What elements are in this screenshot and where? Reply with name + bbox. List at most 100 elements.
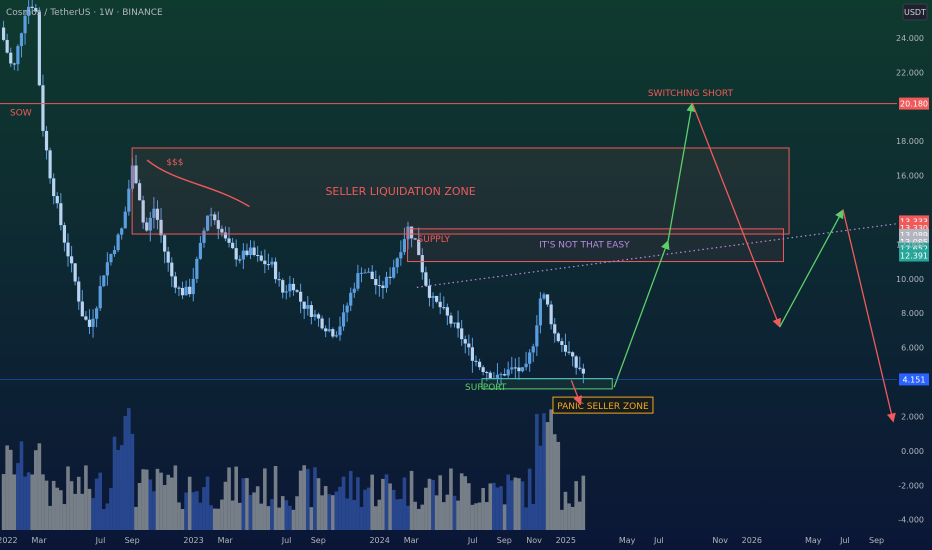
candle-body: [295, 290, 299, 292]
volume-bar: [51, 480, 56, 530]
candle-body: [442, 307, 446, 309]
volume-bar: [477, 502, 482, 530]
time-tick-label: Nov: [712, 536, 728, 545]
candle-body: [69, 256, 74, 264]
volume-bar: [195, 491, 199, 530]
candle-body: [481, 367, 485, 373]
volume-bar: [37, 443, 42, 530]
projection-arrow: [842, 209, 896, 423]
candle-body: [1, 27, 6, 40]
zone-seller-liquidation-zone: [131, 147, 790, 235]
candle-body: [16, 46, 20, 65]
candle-body: [256, 255, 260, 257]
candle-body: [291, 283, 296, 291]
candle-body: [41, 85, 45, 131]
time-tick-label: Jul: [467, 536, 478, 545]
volume-bar: [467, 483, 471, 530]
volume-bar: [263, 468, 267, 530]
volume-bar: [180, 509, 185, 530]
candle-body: [363, 272, 367, 274]
candle-body: [553, 324, 557, 334]
candle-body: [277, 279, 281, 281]
candle-body: [220, 228, 224, 233]
projection-arrow: [667, 102, 696, 242]
volume-bar: [384, 474, 389, 530]
time-tick-label: Sep: [311, 536, 326, 545]
candle-body: [388, 276, 392, 278]
candle-body: [5, 39, 9, 53]
candle-body: [445, 307, 449, 316]
candle-body: [173, 276, 177, 288]
candle-body: [384, 276, 389, 288]
candle-body: [324, 328, 328, 332]
annotation-label: IT'S NOT THAT EASY: [539, 240, 630, 250]
candle-body: [288, 283, 292, 292]
candle-body: [109, 254, 113, 263]
currency-badge[interactable]: USDT: [902, 3, 928, 21]
volume-bar: [556, 441, 561, 530]
price-tick-label: 24.000: [896, 34, 924, 43]
dollar-curve: [146, 159, 250, 208]
volume-bar: [76, 476, 81, 530]
volume-bar: [352, 499, 357, 530]
volume-bar: [26, 472, 31, 530]
volume-bar: [356, 477, 360, 530]
volume-bar: [502, 504, 507, 530]
volume-bar: [59, 490, 63, 530]
axes: 24.000 22.000 18.000 16.000 12.000 10.000 8.00…: [0, 34, 924, 545]
volume-bar: [531, 503, 536, 530]
candle-body: [263, 260, 267, 265]
candle-body: [395, 258, 399, 268]
time-tick-label: Nov: [526, 536, 542, 545]
candle-body: [571, 352, 575, 357]
volume-bar: [280, 496, 285, 530]
candle-body: [73, 263, 77, 282]
volume-bar: [55, 487, 60, 530]
volume-bar: [141, 469, 145, 530]
volume-bar: [399, 498, 403, 530]
volume-bar: [427, 478, 432, 530]
volume-bar: [134, 506, 138, 530]
candle-body: [59, 203, 63, 226]
candle-body: [399, 252, 403, 259]
volume-bar: [209, 505, 213, 530]
sow-label: SOW: [10, 109, 32, 119]
volume-bar: [19, 441, 24, 530]
volume-bar: [549, 409, 553, 530]
candle-body: [320, 318, 324, 329]
volume-bar: [481, 488, 485, 530]
time-tick-label: Sep: [869, 536, 884, 545]
candle-body: [331, 329, 335, 337]
time-tick-label: Mar: [404, 536, 420, 545]
volume-bar: [62, 504, 67, 530]
volume-bar: [16, 463, 20, 530]
volume-bar: [320, 495, 324, 530]
volume-bar: [41, 474, 45, 530]
volume-bar: [184, 492, 188, 530]
volume-bar: [288, 505, 292, 530]
time-tick-label: May: [805, 536, 822, 545]
candle-body: [431, 295, 435, 298]
volume-bar: [334, 491, 339, 530]
candle-body: [84, 316, 88, 320]
candle-body: [105, 262, 109, 276]
volume-bar: [73, 493, 77, 530]
candle-body: [392, 267, 396, 278]
candle-body: [155, 208, 160, 220]
candle-body: [309, 305, 313, 317]
volume-bar: [33, 450, 38, 530]
volume-bar: [302, 465, 307, 530]
time-tick-label: Sep: [125, 536, 140, 545]
volume-bar: [187, 476, 192, 530]
volume-bar: [220, 499, 224, 530]
candle-body: [234, 248, 238, 260]
candle-body: [417, 239, 421, 256]
candle-body: [198, 242, 203, 259]
candle-body: [463, 339, 467, 344]
volume-bar: [94, 478, 99, 530]
candle-body: [112, 250, 117, 255]
candle-body: [485, 372, 489, 374]
candle-body: [213, 214, 217, 221]
candle-body: [34, 8, 38, 12]
